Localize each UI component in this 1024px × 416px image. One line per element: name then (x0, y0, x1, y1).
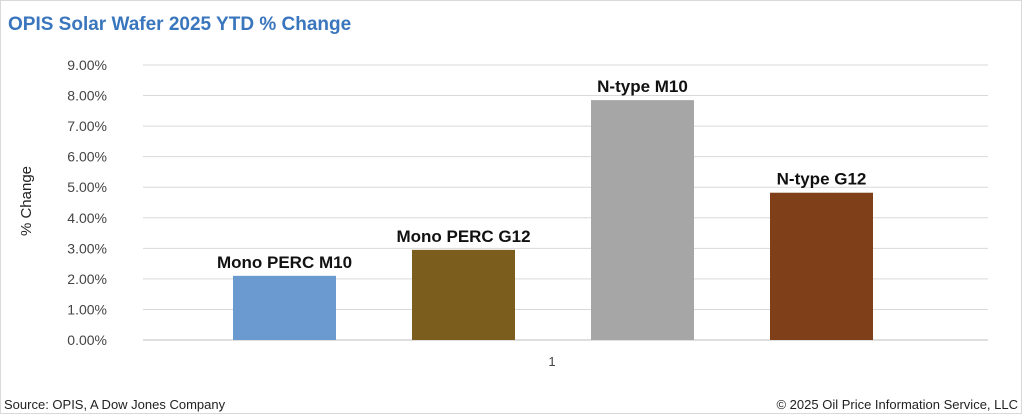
y-tick-label: 0.00% (67, 332, 107, 348)
chart-title: OPIS Solar Wafer 2025 YTD % Change (8, 14, 352, 35)
source-note: Source: OPIS, A Dow Jones Company (4, 397, 226, 412)
y-tick-label: 7.00% (67, 118, 107, 134)
y-tick-label: 8.00% (67, 88, 107, 104)
x-axis-category-label: 1 (548, 354, 555, 369)
bars (233, 100, 873, 340)
y-tick-label: 1.00% (67, 301, 107, 317)
bar-mono-perc-g12 (412, 249, 515, 340)
y-tick-label: 4.00% (67, 210, 107, 226)
y-tick-label: 5.00% (67, 179, 107, 195)
bar-n-type-m10 (591, 100, 694, 340)
y-axis-ticks: 0.00% 1.00% 2.00% 3.00% 4.00% 5.00% 6.00% 7.00%… (67, 57, 107, 348)
bar-labels: Mono PERC M10 Mono PERC G12 N-type M10 N-ty… (217, 77, 866, 272)
y-tick-label: 3.00% (67, 240, 107, 256)
y-tick-label: 6.00% (67, 149, 107, 165)
bar-label: N-type M10 (597, 77, 688, 96)
bar-mono-perc-m10 (233, 275, 336, 340)
copyright-note: © 2025 Oil Price Information Service, LL… (776, 397, 1018, 412)
bar-label: Mono PERC M10 (217, 253, 352, 272)
y-tick-label: 2.00% (67, 271, 107, 287)
y-axis-label: % Change (18, 166, 35, 236)
y-tick-label: 9.00% (67, 57, 107, 73)
bar-n-type-g12 (770, 192, 873, 340)
bar-label: Mono PERC G12 (396, 227, 530, 246)
bar-label: N-type G12 (777, 170, 867, 189)
